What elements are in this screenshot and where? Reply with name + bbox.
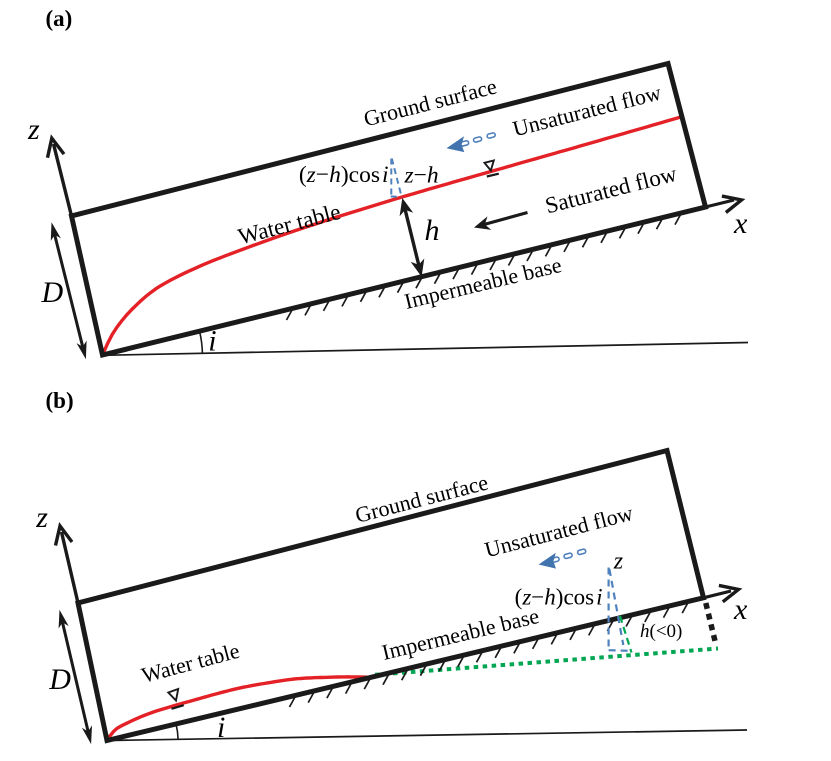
svg-text:i: i (217, 711, 225, 744)
svg-text:z: z (35, 501, 48, 534)
svg-text:D: D (41, 276, 64, 309)
svg-text:z−h: z−h (404, 163, 439, 189)
svg-text:(z−h)cosi: (z−h)cosi (299, 162, 389, 188)
svg-text:h(<0): h(<0) (640, 621, 682, 642)
svg-text:x: x (733, 207, 748, 240)
svg-text:z: z (613, 549, 624, 575)
svg-text:h: h (425, 214, 440, 247)
svg-text:i: i (208, 325, 216, 358)
svg-text:(z−h)cosi: (z−h)cosi (515, 585, 603, 610)
svg-text:D: D (48, 663, 71, 696)
svg-text:x: x (733, 593, 748, 626)
svg-text:z: z (27, 113, 40, 146)
svg-text:(b): (b) (46, 388, 74, 413)
svg-text:(a): (a) (46, 6, 73, 31)
